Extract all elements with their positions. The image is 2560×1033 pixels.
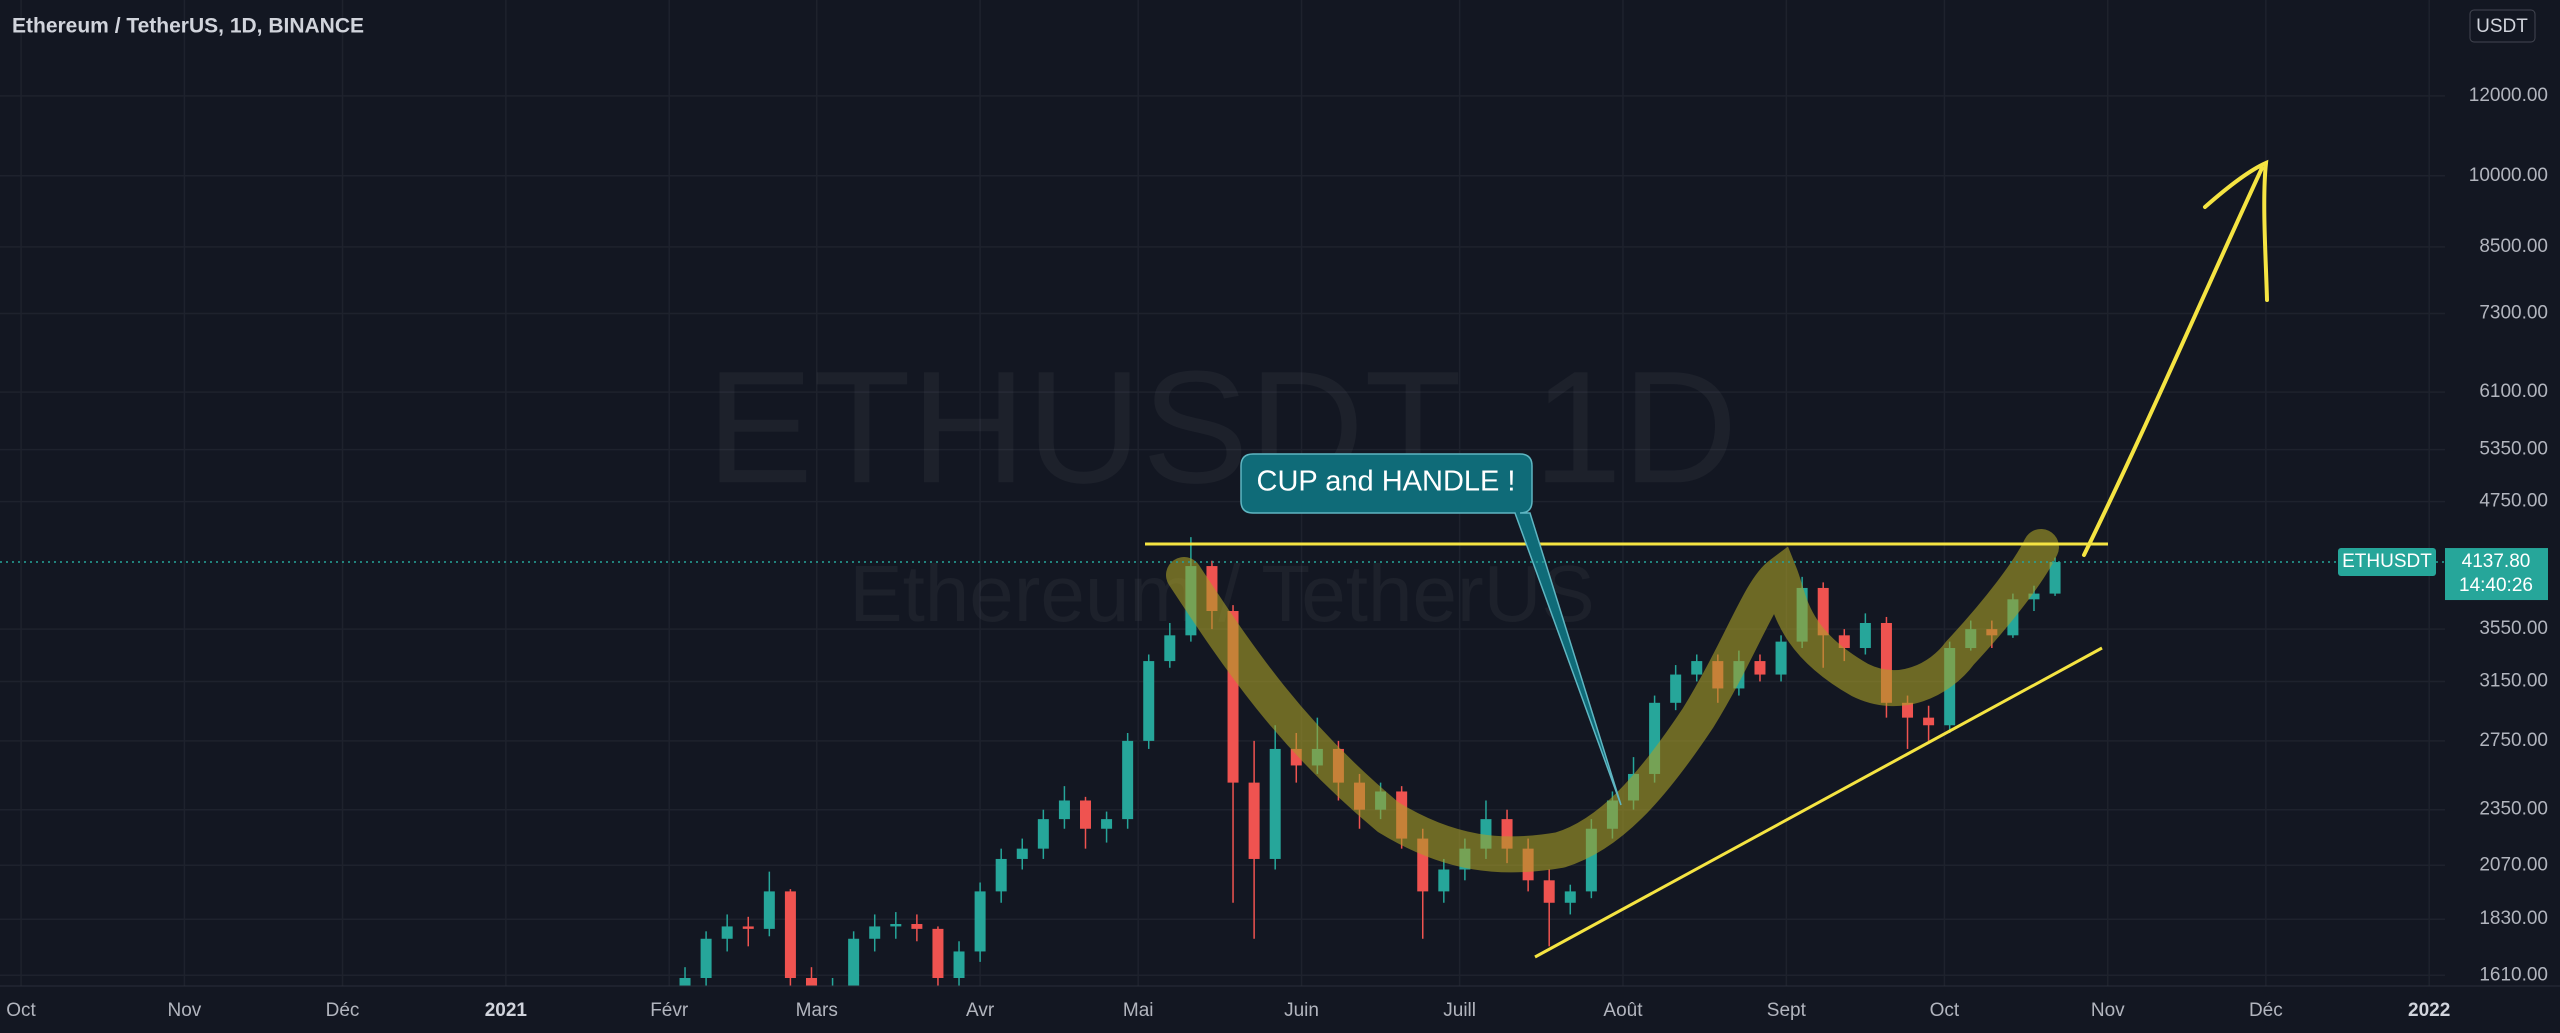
watermark: ETHUSDT, 1D bbox=[706, 337, 1737, 516]
x-tick-label: Sept bbox=[1767, 1000, 1807, 1021]
candle-body bbox=[932, 928, 944, 978]
symbol-tag-label: ETHUSDT bbox=[2342, 551, 2432, 572]
x-tick-label: Nov bbox=[168, 1000, 202, 1021]
candle-body bbox=[1417, 838, 1429, 892]
x-tick-label: Oct bbox=[6, 1000, 36, 1021]
x-tick-label: 2022 bbox=[2408, 1000, 2450, 1021]
x-tick-label: Mai bbox=[1123, 1000, 1154, 1021]
candle-body bbox=[805, 977, 817, 986]
y-tick-label: 3150.00 bbox=[2479, 670, 2548, 691]
cup-highlight bbox=[1166, 529, 2059, 873]
candle-body bbox=[784, 891, 796, 978]
candle-body bbox=[1079, 800, 1091, 829]
x-tick-label: Nov bbox=[2091, 1000, 2125, 1021]
candle-body bbox=[679, 977, 691, 986]
x-tick-label: Déc bbox=[326, 1000, 360, 1021]
chart-title: Ethereum / TetherUS, 1D, BINANCE bbox=[12, 15, 364, 38]
candle-body bbox=[1670, 674, 1682, 703]
candle-body bbox=[1501, 819, 1513, 849]
candle-body bbox=[1269, 748, 1281, 859]
candle-body bbox=[742, 926, 754, 929]
y-tick-label: 1610.00 bbox=[2479, 964, 2548, 985]
y-tick-label: 8500.00 bbox=[2479, 236, 2548, 257]
candle-body bbox=[995, 858, 1007, 892]
candle-body bbox=[1902, 702, 1914, 718]
y-tick-label: 2750.00 bbox=[2479, 730, 2548, 751]
candle-body bbox=[1775, 641, 1787, 675]
price-scale bbox=[2445, 0, 2560, 1033]
candle-body bbox=[1564, 891, 1576, 903]
x-tick-label: Juill bbox=[1443, 1000, 1476, 1021]
callout bbox=[1240, 453, 1622, 806]
candle-body bbox=[869, 926, 881, 939]
currency-button[interactable] bbox=[2469, 9, 2536, 43]
candle-body bbox=[1290, 748, 1302, 766]
y-tick-label: 6100.00 bbox=[2479, 381, 2548, 402]
axes: 1610.00 1830.00 2070.00 2350.00 2750.00 3150.… bbox=[0, 85, 2560, 1021]
candle-body bbox=[1838, 635, 1850, 649]
x-tick-label: Juin bbox=[1284, 1000, 1319, 1021]
candle-body bbox=[1037, 819, 1049, 849]
y-tick-label: 2350.00 bbox=[2479, 799, 2548, 820]
y-tick-label: 7300.00 bbox=[2479, 303, 2548, 324]
candle-body bbox=[1164, 635, 1176, 662]
candle-body bbox=[911, 924, 923, 929]
candle-body bbox=[1227, 610, 1239, 783]
y-tick-label: 3550.00 bbox=[2479, 618, 2548, 639]
target-arrow bbox=[2082, 159, 2269, 557]
candle-body bbox=[721, 926, 733, 939]
symbol-tag bbox=[2338, 548, 2436, 577]
countdown: 14:40:26 bbox=[2459, 575, 2533, 596]
candle-body bbox=[1691, 661, 1703, 675]
x-tick-label: Févr bbox=[650, 1000, 689, 1021]
candle-body bbox=[953, 951, 965, 978]
y-tick-label: 4750.00 bbox=[2479, 491, 2548, 512]
candle-body bbox=[1101, 819, 1113, 829]
y-tick-label: 1830.00 bbox=[2479, 908, 2548, 929]
candle-body bbox=[2028, 593, 2040, 600]
candle-body bbox=[1754, 661, 1766, 675]
candle-body bbox=[1438, 869, 1450, 892]
y-tick-label: 12000.00 bbox=[2469, 85, 2548, 106]
candle-body bbox=[1480, 819, 1492, 849]
candle-body bbox=[1649, 702, 1661, 774]
y-tick-label: 5350.00 bbox=[2479, 439, 2548, 460]
x-tick-label: 2021 bbox=[485, 1000, 528, 1021]
candle-body bbox=[1016, 848, 1028, 859]
y-tick-label: 10000.00 bbox=[2469, 165, 2548, 186]
price-tag bbox=[2445, 548, 2548, 601]
trend-line bbox=[1534, 646, 2103, 959]
grid bbox=[0, 0, 2445, 986]
candle-body bbox=[1122, 740, 1134, 820]
x-tick-label: Mars bbox=[796, 1000, 838, 1021]
candle-body bbox=[700, 938, 712, 978]
candle-body bbox=[1143, 661, 1155, 741]
candle-body bbox=[1248, 782, 1260, 859]
currency-button-label[interactable]: USDT bbox=[2476, 16, 2528, 37]
candle-body bbox=[763, 891, 775, 929]
y-tick-label: 2070.00 bbox=[2479, 854, 2548, 875]
candle-body bbox=[1058, 800, 1070, 820]
candle-body bbox=[1585, 828, 1597, 892]
x-tick-label: Oct bbox=[1930, 1000, 1960, 1021]
candle-body bbox=[848, 938, 860, 986]
price-tag-label: 4137.80 bbox=[2462, 551, 2531, 572]
candle-body bbox=[1923, 717, 1935, 726]
candle-body bbox=[1543, 880, 1555, 903]
x-tick-label: Avr bbox=[966, 1000, 995, 1021]
candle-body bbox=[1817, 587, 1829, 636]
candle-body bbox=[1880, 622, 1892, 703]
callout-text: CUP and HANDLE ! bbox=[1257, 466, 1516, 498]
candle-body bbox=[2049, 562, 2061, 594]
x-tick-label: Août bbox=[1603, 1000, 1643, 1021]
candle-body bbox=[890, 924, 902, 927]
candle-body bbox=[1859, 622, 1871, 649]
x-tick-label: Déc bbox=[2249, 1000, 2283, 1021]
candle-body bbox=[974, 891, 986, 952]
